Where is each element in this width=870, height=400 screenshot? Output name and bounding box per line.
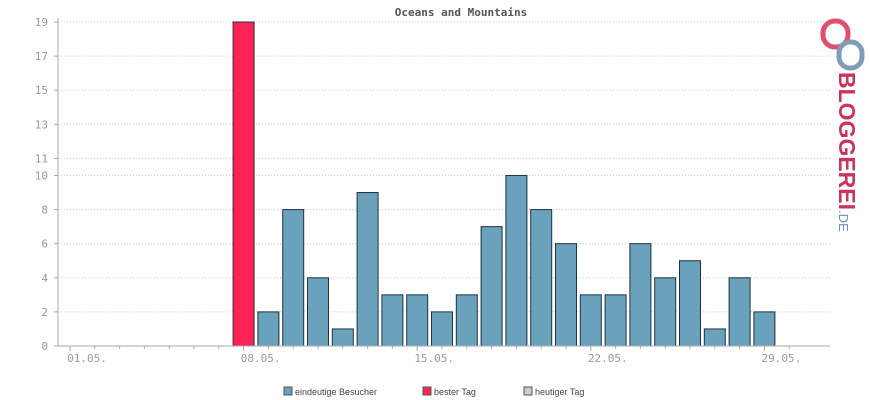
bar-23.05. [604, 294, 627, 347]
x-tick-label: 01.05. [67, 352, 107, 365]
bar-22.05. [579, 294, 602, 347]
bar-16.05. [431, 311, 453, 347]
bar-20.05. [530, 209, 553, 347]
axes [57, 18, 830, 347]
legend-swatch [283, 386, 293, 396]
legend-label: eindeutige Besucher [295, 387, 377, 397]
y-tick-label: 11 [35, 152, 48, 165]
legend-label: bester Tag [434, 387, 476, 397]
legend: eindeutige Besucher bester Tag heutiger Ta… [283, 386, 584, 397]
bar-28.05. [728, 277, 751, 347]
x-tick-label: 22.05. [588, 352, 628, 365]
bar-29.05. [753, 311, 776, 347]
bar-11.05. [307, 277, 329, 347]
x-tick-label: 29.05. [762, 352, 802, 365]
bar-18.05. [480, 226, 503, 347]
logo-main-text: BLOGGEREI [834, 72, 860, 210]
y-tick-label: 10 [35, 169, 48, 182]
bar-09.05. [257, 311, 280, 347]
bar-10.05. [282, 209, 305, 347]
bloggerei-logo: BLOGGEREI.DE [820, 18, 865, 232]
y-axis-ticks: 0 2 4 6 8 10 11 13 15 17 19 [35, 16, 58, 353]
x-axis-ticks: 01.05. 08.05. 15.05. 22.05. 29.05. [67, 346, 801, 365]
x-tick-label: 08.05. [241, 352, 281, 365]
bar-08.05. [232, 21, 255, 347]
bar-21.05. [555, 243, 577, 347]
legend-swatch [422, 386, 432, 396]
bar-27.05. [703, 328, 726, 347]
bar-15.05. [406, 294, 429, 347]
legend-label: heutiger Tag [535, 387, 584, 397]
bar-13.05. [356, 192, 379, 347]
bar-25.05. [654, 277, 677, 347]
y-tick-label: 15 [35, 84, 48, 97]
bloggerei-icon [820, 18, 865, 71]
x-tick-label: 15.05. [414, 352, 454, 365]
y-tick-label: 6 [41, 238, 48, 251]
y-tick-label: 13 [35, 118, 48, 131]
y-tick-label: 8 [41, 204, 48, 217]
bar-12.05. [331, 328, 354, 347]
grid-lines [58, 21, 830, 313]
y-tick-label: 19 [35, 16, 48, 29]
bar-26.05. [679, 260, 701, 347]
bar-19.05. [505, 174, 528, 347]
logo-suffix-text: .DE [836, 210, 851, 232]
y-tick-label: 4 [41, 272, 48, 285]
logo-wordmark: BLOGGEREI.DE [834, 72, 860, 232]
bar-24.05. [629, 243, 652, 347]
y-tick-label: 2 [41, 306, 48, 319]
chart-title: Oceans and Mountains [395, 6, 527, 19]
y-tick-label: 0 [41, 340, 48, 353]
bar-17.05. [455, 294, 478, 347]
y-tick-label: 17 [35, 50, 48, 63]
legend-swatch [523, 386, 533, 396]
bars [232, 21, 776, 347]
bar-14.05. [381, 294, 404, 347]
